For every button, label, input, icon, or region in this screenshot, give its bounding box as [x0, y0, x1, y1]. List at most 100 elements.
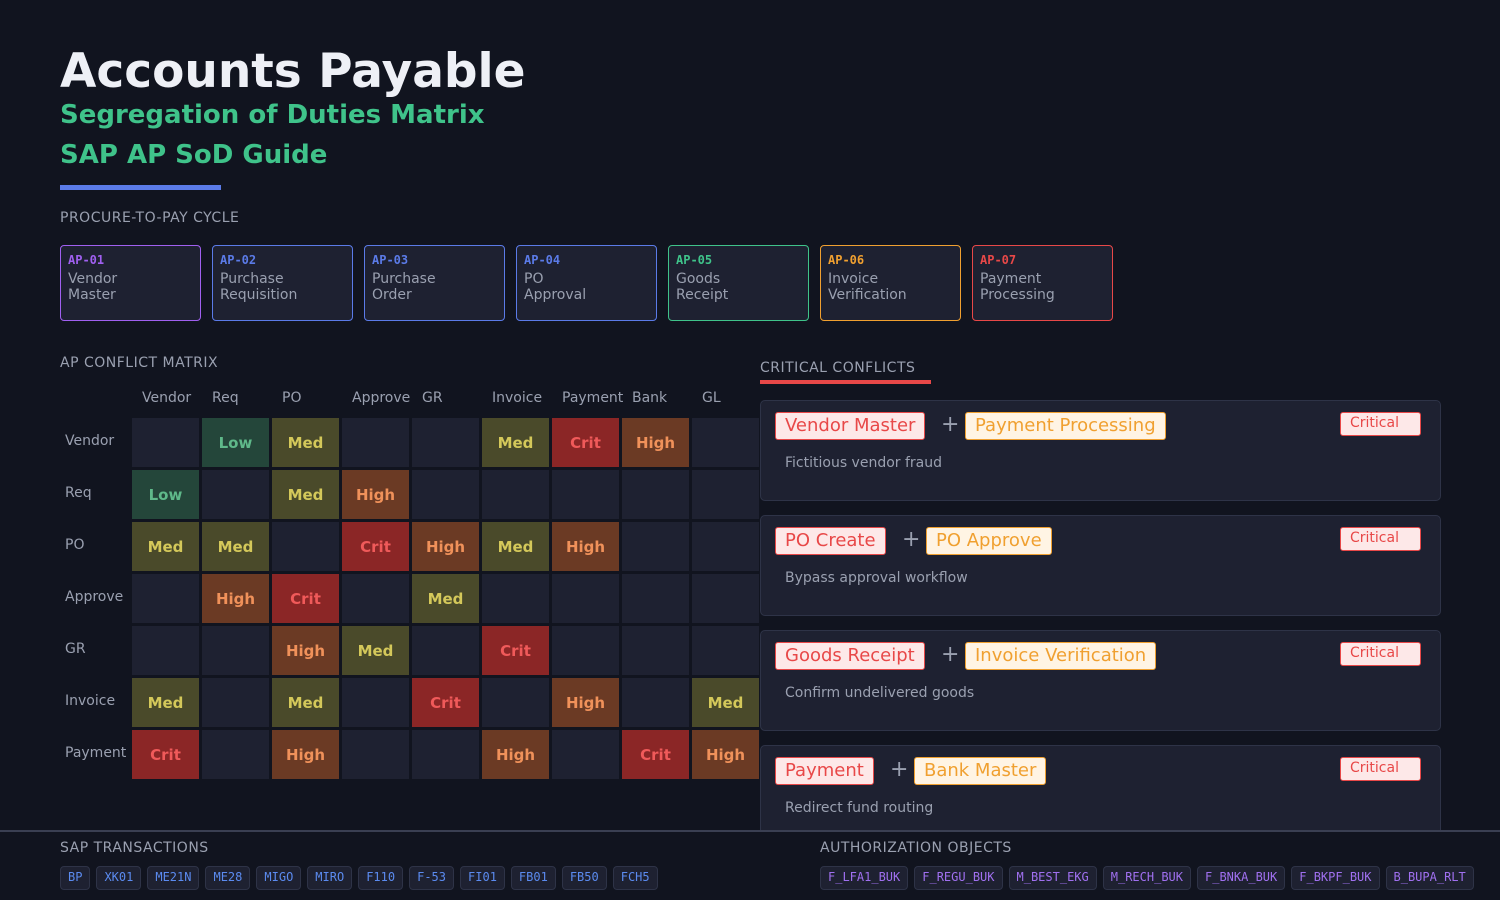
matrix-cell[interactable]: High: [272, 730, 339, 779]
matrix-column-header: Payment: [562, 390, 624, 406]
matrix-cell[interactable]: [622, 470, 689, 519]
cycle-step[interactable]: AP-01 Vendor Master: [60, 245, 201, 321]
matrix-cell[interactable]: [202, 730, 269, 779]
matrix-cell[interactable]: High: [202, 574, 269, 623]
transaction-chip[interactable]: FCH5: [612, 866, 658, 890]
matrix-cell[interactable]: [412, 730, 479, 779]
matrix-cell[interactable]: Crit: [342, 522, 409, 571]
transaction-chip[interactable]: FB01: [510, 866, 556, 890]
matrix-cell[interactable]: [552, 626, 619, 675]
matrix-cell[interactable]: High: [272, 626, 339, 675]
conflict-role-b: Payment Processing: [965, 412, 1166, 440]
matrix-cell[interactable]: High: [692, 730, 759, 779]
transaction-chip[interactable]: FI01: [460, 866, 505, 890]
matrix-cell[interactable]: [482, 678, 549, 727]
footer: SAP TRANSACTIONS BP XK01 ME21N ME28 MIGO MIRO…: [0, 830, 1500, 900]
matrix-cell[interactable]: [622, 574, 689, 623]
matrix-cell[interactable]: [202, 626, 269, 675]
matrix-cell[interactable]: [412, 418, 479, 467]
auth-object-chip[interactable]: F_LFA1_BUK: [820, 866, 909, 890]
cycle-step[interactable]: AP-07 Payment Processing: [972, 245, 1113, 321]
auth-object-chip[interactable]: M_BEST_EKG: [1008, 866, 1097, 890]
matrix-cell[interactable]: [412, 470, 479, 519]
matrix-cell[interactable]: [692, 470, 759, 519]
conflict-card[interactable]: Payment + Bank Master Critical Redirect fund…: [760, 745, 1441, 846]
matrix-cell[interactable]: [132, 574, 199, 623]
matrix-cell[interactable]: [482, 470, 549, 519]
matrix-cell[interactable]: Med: [132, 678, 199, 727]
matrix-cell[interactable]: [482, 574, 549, 623]
matrix-cell[interactable]: [692, 626, 759, 675]
matrix-cell[interactable]: [342, 730, 409, 779]
matrix-cell[interactable]: [692, 522, 759, 571]
matrix-cell[interactable]: [342, 574, 409, 623]
matrix-cell[interactable]: High: [482, 730, 549, 779]
matrix-cell[interactable]: [132, 626, 199, 675]
transaction-chip[interactable]: BP: [60, 866, 91, 890]
matrix-cell[interactable]: Med: [482, 522, 549, 571]
matrix-cell[interactable]: [622, 626, 689, 675]
cycle-step[interactable]: AP-04 PO Approval: [516, 245, 657, 321]
transaction-chip[interactable]: ME28: [205, 866, 251, 890]
auth-object-chip[interactable]: F_BKPF_BUK: [1291, 866, 1380, 890]
transaction-chip[interactable]: MIGO: [256, 866, 302, 890]
matrix-cell[interactable]: High: [622, 418, 689, 467]
conflict-role-a: PO Create: [775, 527, 886, 555]
matrix-cell[interactable]: Low: [132, 470, 199, 519]
auth-object-chip[interactable]: B_BUPA_RLT: [1385, 866, 1474, 890]
matrix-cell[interactable]: [412, 626, 479, 675]
transaction-chip[interactable]: F110: [358, 866, 404, 890]
matrix-cell[interactable]: [552, 574, 619, 623]
matrix-cell[interactable]: High: [412, 522, 479, 571]
matrix-cell[interactable]: Med: [272, 678, 339, 727]
matrix-cell[interactable]: Low: [202, 418, 269, 467]
matrix-cell[interactable]: [202, 470, 269, 519]
matrix-cell[interactable]: Med: [412, 574, 479, 623]
step-id: AP-01: [68, 253, 105, 267]
conflict-card[interactable]: Vendor Master + Payment Processing Critical…: [760, 400, 1441, 501]
matrix-cell[interactable]: [272, 522, 339, 571]
matrix-cell[interactable]: [622, 678, 689, 727]
matrix-cell[interactable]: Med: [272, 418, 339, 467]
auth-object-chip[interactable]: F_BNKA_BUK: [1197, 866, 1286, 890]
matrix-cell[interactable]: Med: [132, 522, 199, 571]
matrix-cell[interactable]: Crit: [412, 678, 479, 727]
conflict-role-a: Payment: [775, 757, 874, 785]
matrix-cell[interactable]: [692, 574, 759, 623]
matrix-cell[interactable]: [552, 470, 619, 519]
matrix-cell[interactable]: [342, 418, 409, 467]
transaction-chip[interactable]: FB50: [561, 866, 607, 890]
matrix-cell[interactable]: Crit: [482, 626, 549, 675]
cycle-step[interactable]: AP-05 Goods Receipt: [668, 245, 809, 321]
cycle-step[interactable]: AP-03 Purchase Order: [364, 245, 505, 321]
matrix-cell[interactable]: Med: [202, 522, 269, 571]
cycle-step[interactable]: AP-02 Purchase Requisition: [212, 245, 353, 321]
auth-object-chip[interactable]: F_REGU_BUK: [914, 866, 1003, 890]
matrix-cell[interactable]: High: [342, 470, 409, 519]
matrix-cell[interactable]: [132, 418, 199, 467]
matrix-cell[interactable]: Med: [482, 418, 549, 467]
matrix-cell[interactable]: [342, 678, 409, 727]
matrix-cell[interactable]: Crit: [622, 730, 689, 779]
matrix-cell[interactable]: Crit: [132, 730, 199, 779]
matrix-cell[interactable]: Med: [692, 678, 759, 727]
transaction-chip[interactable]: MIRO: [307, 866, 353, 890]
conflict-role-b: Bank Master: [914, 757, 1047, 785]
matrix-cell[interactable]: High: [552, 678, 619, 727]
matrix-cell[interactable]: [202, 678, 269, 727]
transaction-chip[interactable]: XK01: [96, 866, 142, 890]
conflict-card[interactable]: Goods Receipt + Invoice Verification Critic…: [760, 630, 1441, 731]
conflict-card[interactable]: PO Create + PO Approve Critical Bypass appro…: [760, 515, 1441, 616]
matrix-cell[interactable]: High: [552, 522, 619, 571]
matrix-cell[interactable]: [692, 418, 759, 467]
matrix-cell[interactable]: Crit: [272, 574, 339, 623]
transaction-chip[interactable]: F-53: [409, 866, 455, 890]
matrix-cell[interactable]: Crit: [552, 418, 619, 467]
matrix-cell[interactable]: Med: [342, 626, 409, 675]
transaction-chip[interactable]: ME21N: [147, 866, 200, 890]
matrix-cell[interactable]: [622, 522, 689, 571]
matrix-cell[interactable]: Med: [272, 470, 339, 519]
auth-object-chip[interactable]: M_RECH_BUK: [1102, 866, 1191, 890]
cycle-step[interactable]: AP-06 Invoice Verification: [820, 245, 961, 321]
matrix-cell[interactable]: [552, 730, 619, 779]
